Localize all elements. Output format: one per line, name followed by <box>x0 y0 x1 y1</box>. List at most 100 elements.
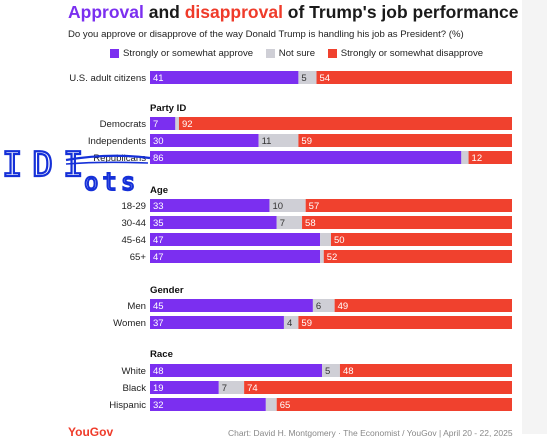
bar-45-64-approve <box>150 233 321 246</box>
value-label-men-disapprove: 49 <box>338 301 349 312</box>
row-label-30-44: 30-44 <box>121 218 146 229</box>
value-label-30-44-not-sure: 7 <box>280 218 285 229</box>
value-label-18-29-not-sure: 10 <box>272 201 283 212</box>
legend-label-not-sure: Not sure <box>278 48 316 59</box>
legend-item-approve: Strongly or somewhat approve <box>110 48 253 59</box>
group-header-race: Race <box>150 349 173 360</box>
scribble-strike <box>65 154 151 162</box>
chart-title: Approval and disapproval of Trump's job … <box>68 2 519 23</box>
legend-item-not-sure: Not sure <box>265 48 316 59</box>
bar-black-not-sure <box>218 381 245 394</box>
bar-hispanic-disapprove <box>276 398 512 411</box>
value-label-democrats-disapprove: 92 <box>182 119 193 130</box>
legend-swatch-not-sure <box>265 49 275 58</box>
bar-18-29-approve <box>150 199 270 212</box>
bar-republicans-not-sure <box>461 151 469 164</box>
value-label-democrats-approve: 7 <box>153 119 158 130</box>
value-label-independents-approve: 30 <box>153 136 164 147</box>
value-label-65-disapprove: 52 <box>327 252 338 263</box>
value-label-black-disapprove: 74 <box>247 383 258 394</box>
scribble-strike-2 <box>65 161 149 165</box>
legend-item-disapprove: Strongly or somewhat disapprove <box>327 48 484 59</box>
value-label-30-44-disapprove: 58 <box>305 218 316 229</box>
bar-republicans-approve <box>150 151 462 164</box>
value-label-women-approve: 37 <box>153 318 164 329</box>
row-label-18-29: 18-29 <box>121 201 146 212</box>
group-header-party-id: Party ID <box>150 103 186 114</box>
bar-18-29-not-sure <box>269 199 306 212</box>
value-label-30-44-approve: 35 <box>153 218 164 229</box>
row-label-white: White <box>121 366 146 377</box>
scribble-line1: IDI <box>2 145 93 185</box>
value-label-hispanic-approve: 32 <box>153 400 164 411</box>
value-label-u-s-adult-citizens-disapprove: 54 <box>320 73 331 84</box>
value-label-black-approve: 19 <box>153 383 164 394</box>
group-header-age: Age <box>150 185 168 196</box>
bar-women-not-sure <box>283 316 299 329</box>
bar-u-s-adult-citizens-disapprove <box>316 71 512 84</box>
yougov-logo: YouGov <box>68 425 114 439</box>
legend-swatch-approve <box>110 49 119 58</box>
bar-democrats-disapprove <box>178 117 512 130</box>
bar-30-44-not-sure <box>276 216 303 229</box>
bar-independents-approve <box>150 134 259 147</box>
bar-democrats-approve <box>150 117 176 130</box>
value-label-18-29-approve: 33 <box>153 201 164 212</box>
bar-hispanic-approve <box>150 398 266 411</box>
row-label-65: 65+ <box>130 252 147 263</box>
value-label-18-29-disapprove: 57 <box>309 201 320 212</box>
bar-65-disapprove <box>323 250 512 263</box>
value-label-65-approve: 47 <box>153 252 164 263</box>
bar-men-disapprove <box>334 299 512 312</box>
bar-18-29-disapprove <box>305 199 512 212</box>
value-label-independents-not-sure: 11 <box>262 136 272 147</box>
footer-credit: Chart: David H. Montgomery · The Economi… <box>228 428 513 438</box>
bar-independents-disapprove <box>298 134 512 147</box>
bar-women-disapprove <box>298 316 512 329</box>
value-label-45-64-approve: 47 <box>153 235 164 246</box>
value-label-white-approve: 48 <box>153 366 164 377</box>
row-label-republicans: Republicans <box>93 153 146 164</box>
value-label-republicans-disapprove: 12 <box>472 153 483 164</box>
value-label-45-64-disapprove: 50 <box>334 235 345 246</box>
bar-republicans-disapprove <box>468 151 512 164</box>
row-label-men: Men <box>127 301 146 312</box>
legend-label-disapprove: Strongly or somewhat disapprove <box>340 48 484 59</box>
bar-u-s-adult-citizens-approve <box>150 71 299 84</box>
value-label-black-not-sure: 7 <box>222 383 227 394</box>
bar-white-approve <box>150 364 323 377</box>
bar-independents-not-sure <box>258 134 299 147</box>
bar-65-not-sure <box>320 250 324 263</box>
title-and: and <box>143 2 185 22</box>
bar-men-approve <box>150 299 313 312</box>
bar-men-not-sure <box>312 299 335 312</box>
title-disapproval-word: disapproval <box>184 2 283 22</box>
bar-black-approve <box>150 381 219 394</box>
value-label-women-disapprove: 59 <box>301 318 312 329</box>
bar-hispanic-not-sure <box>265 398 277 411</box>
chart-subtitle: Do you approve or disapprove of the way … <box>68 29 464 40</box>
value-label-u-s-adult-citizens-approve: 41 <box>153 73 164 84</box>
title-rest: of Trump's job performance <box>282 2 519 22</box>
value-label-men-not-sure: 6 <box>316 301 321 312</box>
value-label-white-disapprove: 48 <box>343 366 354 377</box>
row-label-democrats: Democrats <box>100 119 147 130</box>
bar-65-approve <box>150 250 321 263</box>
row-label-hispanic: Hispanic <box>109 400 146 411</box>
value-label-republicans-approve: 86 <box>153 153 164 164</box>
value-label-u-s-adult-citizens-not-sure: 5 <box>301 73 306 84</box>
bar-democrats-not-sure <box>175 117 179 130</box>
bar-30-44-disapprove <box>302 216 512 229</box>
handwritten-scribble: IDI ots <box>1 144 151 197</box>
scribble-line2: ots <box>84 168 139 196</box>
row-label-women: Women <box>113 318 146 329</box>
screenshot-edge <box>522 0 547 434</box>
legend-label-approve: Strongly or somewhat approve <box>123 48 254 59</box>
bar-u-s-adult-citizens-not-sure <box>298 71 317 84</box>
value-label-hispanic-disapprove: 65 <box>280 400 291 411</box>
value-label-women-not-sure: 4 <box>287 318 292 329</box>
group-header-gender: Gender <box>150 285 184 296</box>
row-label-independents: Independents <box>88 136 146 147</box>
legend: Strongly or somewhat approve Not sure St… <box>110 48 493 61</box>
row-label-u-s-adult-citizens: U.S. adult citizens <box>69 73 146 84</box>
